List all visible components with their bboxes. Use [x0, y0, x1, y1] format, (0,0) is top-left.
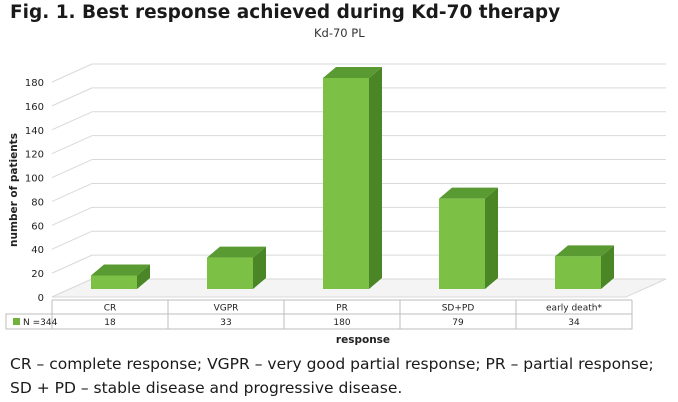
value-label: 180	[333, 318, 350, 328]
bar-front	[91, 275, 137, 289]
bar-front	[207, 257, 253, 289]
y-axis: 0 20 40 60 80 100 120 140 160 180	[25, 78, 44, 304]
y-tick-label: 100	[25, 174, 44, 185]
value-label: 18	[104, 318, 116, 328]
gridline-depth	[51, 230, 93, 250]
gridline-depth	[51, 63, 93, 83]
figure-title: Fig. 1. Best response achieved during Kd…	[10, 2, 561, 23]
bar-top	[555, 245, 614, 257]
legend-label: N =344	[23, 318, 58, 328]
category-label: CR	[104, 304, 117, 314]
bar-top	[439, 187, 498, 199]
category-label: SD+PD	[442, 304, 475, 314]
bar-front	[323, 78, 369, 289]
chart-title: Kd-70 PL	[314, 26, 365, 40]
y-tick-label: 140	[25, 126, 44, 137]
bar-vgpr	[207, 246, 266, 289]
y-axis-label: number of patients	[8, 133, 20, 247]
table-values-row	[5, 313, 633, 330]
value-label: 79	[452, 318, 464, 328]
gridline-depth	[51, 111, 93, 131]
bars	[91, 67, 614, 289]
gridline-depth	[51, 135, 93, 155]
x-axis-label: response	[336, 334, 390, 346]
category-label: VGPR	[214, 304, 239, 314]
bar-side	[253, 246, 266, 289]
gridline-depth	[51, 206, 93, 226]
y-tick-label: 120	[25, 150, 44, 161]
bar-side	[601, 245, 614, 289]
y-tick-label: 80	[31, 197, 44, 208]
y-tick-label: 160	[25, 102, 44, 113]
gridline-depth	[51, 182, 93, 202]
bar-top	[323, 67, 382, 78]
data-table: N =344 CR 18 VGPR 33 PR 180 SD+PD 79 early death*…	[5, 299, 633, 330]
category-label: early death*	[546, 304, 602, 314]
bar-top	[207, 246, 266, 258]
bar-side	[485, 187, 498, 289]
category-label: PR	[336, 304, 348, 314]
bar-chart: 0 20 40 60 80 100 120 140 160 180 N =344 CR 18 VGPR 3…	[5, 63, 667, 346]
y-tick-label: 40	[31, 245, 44, 256]
bar-front	[555, 256, 601, 289]
gridline-depth	[51, 87, 93, 107]
y-tick-label: 180	[25, 78, 44, 89]
y-tick-label: 60	[31, 221, 44, 232]
bar-early-death	[555, 245, 614, 289]
gridline-depth	[51, 254, 93, 274]
bar-top	[91, 264, 150, 276]
y-tick-label: 0	[38, 293, 44, 304]
gridline-depth	[51, 159, 93, 179]
bar-front	[439, 198, 485, 289]
value-label: 33	[220, 318, 231, 328]
figure-caption: CR – complete response; VGPR – very good…	[10, 355, 654, 397]
bar-pr	[323, 67, 382, 289]
bar-sd-pd	[439, 187, 498, 289]
legend-swatch	[13, 318, 20, 325]
y-tick-label: 20	[31, 269, 44, 280]
bar-cr	[91, 264, 150, 289]
value-label: 34	[568, 318, 580, 328]
bar-side	[137, 264, 150, 289]
bar-side	[369, 67, 382, 289]
